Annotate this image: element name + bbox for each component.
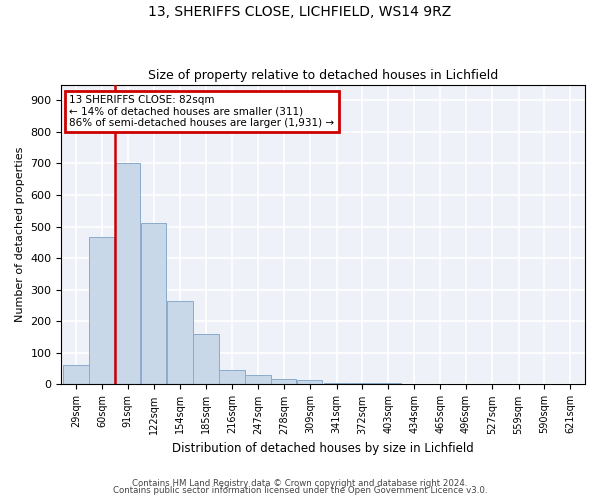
Bar bbox=[245, 374, 271, 384]
Text: 13 SHERIFFS CLOSE: 82sqm
← 14% of detached houses are smaller (311)
86% of semi-: 13 SHERIFFS CLOSE: 82sqm ← 14% of detach… bbox=[69, 95, 334, 128]
Text: Contains public sector information licensed under the Open Government Licence v3: Contains public sector information licen… bbox=[113, 486, 487, 495]
Text: 13, SHERIFFS CLOSE, LICHFIELD, WS14 9RZ: 13, SHERIFFS CLOSE, LICHFIELD, WS14 9RZ bbox=[148, 5, 452, 19]
Title: Size of property relative to detached houses in Lichfield: Size of property relative to detached ho… bbox=[148, 69, 499, 82]
Bar bbox=[141, 223, 166, 384]
Bar bbox=[63, 364, 89, 384]
Bar bbox=[115, 164, 140, 384]
Y-axis label: Number of detached properties: Number of detached properties bbox=[15, 147, 25, 322]
Bar bbox=[193, 334, 219, 384]
Bar bbox=[167, 301, 193, 384]
Bar bbox=[350, 383, 375, 384]
Bar bbox=[297, 380, 322, 384]
Bar bbox=[271, 380, 296, 384]
Text: Contains HM Land Registry data © Crown copyright and database right 2024.: Contains HM Land Registry data © Crown c… bbox=[132, 478, 468, 488]
X-axis label: Distribution of detached houses by size in Lichfield: Distribution of detached houses by size … bbox=[172, 442, 474, 455]
Bar bbox=[323, 382, 349, 384]
Bar bbox=[89, 238, 115, 384]
Bar bbox=[219, 370, 245, 384]
